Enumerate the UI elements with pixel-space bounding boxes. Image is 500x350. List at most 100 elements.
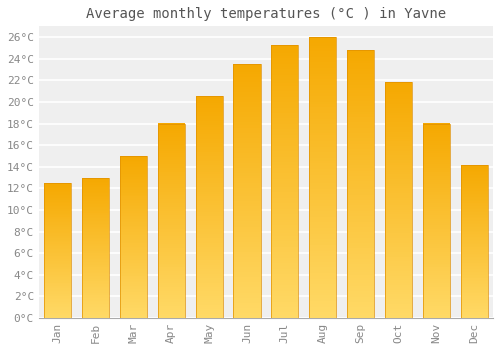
Bar <box>385 275 412 278</box>
Bar <box>460 235 488 237</box>
Bar <box>234 222 260 224</box>
Bar <box>196 304 223 307</box>
Bar <box>44 183 72 318</box>
Bar <box>347 141 374 144</box>
Bar <box>44 209 72 210</box>
Bar <box>82 290 109 291</box>
Bar <box>82 210 109 211</box>
Bar <box>44 228 72 229</box>
Bar <box>82 177 109 318</box>
Bar <box>309 262 336 265</box>
Bar <box>120 161 147 162</box>
Bar <box>234 272 260 275</box>
Bar <box>385 127 412 130</box>
Bar <box>158 265 185 267</box>
Bar <box>385 306 412 308</box>
Bar <box>460 249 488 251</box>
Bar <box>120 214 147 216</box>
Bar <box>385 301 412 304</box>
Bar <box>120 211 147 212</box>
Bar <box>422 124 450 125</box>
Bar <box>44 196 72 198</box>
Bar <box>309 90 336 93</box>
Bar <box>44 193 72 194</box>
Bar <box>460 184 488 186</box>
Bar <box>347 74 374 77</box>
Bar <box>347 227 374 230</box>
Bar <box>44 291 72 292</box>
Bar <box>271 269 298 272</box>
Bar <box>44 296 72 298</box>
Bar <box>422 170 450 172</box>
Bar <box>422 256 450 258</box>
Bar <box>158 267 185 270</box>
Bar <box>82 230 109 231</box>
Bar <box>44 233 72 234</box>
Bar <box>385 229 412 231</box>
Bar <box>385 240 412 243</box>
Bar <box>271 211 298 214</box>
Bar <box>196 192 223 194</box>
Bar <box>460 273 488 275</box>
Bar <box>234 148 260 150</box>
Bar <box>158 166 185 168</box>
Bar <box>422 194 450 195</box>
Bar <box>271 110 298 113</box>
Bar <box>234 94 260 97</box>
Bar <box>309 65 336 68</box>
Bar <box>422 164 450 166</box>
Bar <box>385 257 412 259</box>
Bar <box>234 244 260 247</box>
Bar <box>385 285 412 287</box>
Bar <box>309 293 336 295</box>
Bar <box>385 224 412 226</box>
Bar <box>309 155 336 158</box>
Bar <box>82 295 109 297</box>
Bar <box>158 310 185 312</box>
Bar <box>234 191 260 194</box>
Bar <box>422 236 450 238</box>
Bar <box>309 54 336 57</box>
Bar <box>234 178 260 181</box>
Bar <box>271 201 298 203</box>
Bar <box>422 205 450 207</box>
Bar <box>120 196 147 198</box>
Bar <box>120 191 147 193</box>
Bar <box>234 234 260 237</box>
Bar <box>44 287 72 288</box>
Bar <box>82 187 109 189</box>
Bar <box>309 273 336 276</box>
Bar <box>422 285 450 287</box>
Bar <box>44 268 72 270</box>
Bar <box>234 219 260 222</box>
Bar <box>234 155 260 158</box>
Bar <box>44 276 72 278</box>
Bar <box>82 260 109 262</box>
Bar <box>234 206 260 209</box>
Bar <box>82 207 109 208</box>
Bar <box>460 276 488 278</box>
Bar <box>196 220 223 223</box>
Bar <box>234 90 260 92</box>
Bar <box>347 248 374 251</box>
Bar <box>82 217 109 218</box>
Bar <box>347 181 374 184</box>
Bar <box>120 315 147 316</box>
Bar <box>234 201 260 204</box>
Bar <box>309 40 336 43</box>
Bar <box>460 283 488 284</box>
Bar <box>158 194 185 195</box>
Bar <box>82 246 109 248</box>
Bar <box>422 302 450 304</box>
Bar <box>82 288 109 290</box>
Bar <box>82 305 109 307</box>
Bar <box>309 138 336 141</box>
Bar <box>82 294 109 295</box>
Bar <box>347 58 374 61</box>
Bar <box>385 268 412 271</box>
Bar <box>44 315 72 317</box>
Bar <box>196 101 223 103</box>
Bar <box>347 264 374 267</box>
Bar <box>271 45 298 318</box>
Bar <box>385 247 412 250</box>
